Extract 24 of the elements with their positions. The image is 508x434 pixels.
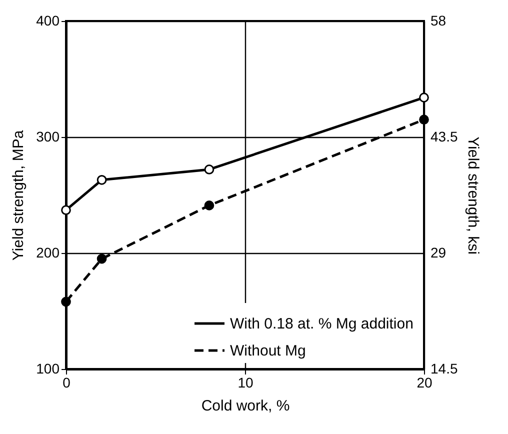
y-tick-label: 300	[36, 128, 60, 144]
y2-tick-label: 58	[430, 12, 446, 28]
x-tick-label: 10	[238, 374, 254, 390]
point	[61, 296, 71, 307]
x-axis-title: Cold work, %	[201, 398, 290, 414]
point	[61, 205, 71, 216]
y2-tick-label: 14.5	[430, 360, 458, 376]
y-axis-title: Yield strength, MPa	[10, 130, 28, 261]
point	[204, 200, 214, 210]
y2-tick-label: 43.5	[430, 128, 458, 144]
point	[204, 164, 214, 174]
y-tick-label: 400	[36, 12, 60, 28]
legend-label: Without Mg	[230, 342, 306, 360]
y2-tick-label: 29	[430, 244, 446, 260]
point	[419, 114, 429, 125]
y-tick-label: 100	[36, 360, 60, 376]
point	[419, 92, 429, 102]
point	[96, 174, 107, 185]
legend-label: With 0.18 at. % Mg addition	[230, 316, 414, 332]
x-tick-label: 20	[416, 374, 432, 390]
point	[96, 254, 107, 264]
y2-axis-title: Yield strength, ksi	[464, 136, 482, 254]
y-tick-label: 200	[36, 244, 60, 260]
x-tick-label: 0	[62, 374, 71, 390]
